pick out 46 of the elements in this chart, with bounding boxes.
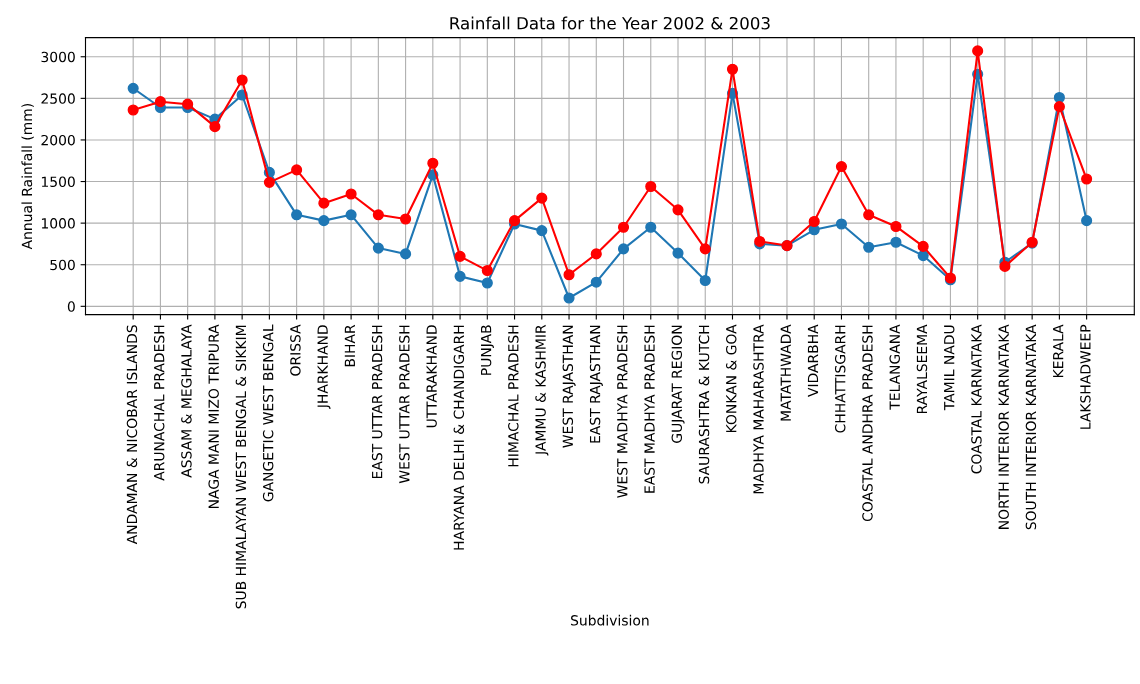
x-tick-label: SAURASHTRA & KUTCH: [698, 325, 710, 484]
y-tick-label: 3000: [41, 51, 75, 63]
x-tick-label: HIMACHAL PRADESH: [508, 325, 519, 467]
x-tick-label: ORISSA: [290, 324, 301, 376]
x-tick-label: ANDAMAN & NICOBAR ISLANDS: [126, 325, 138, 545]
y-tick-label: 2500: [41, 93, 75, 104]
x-tick-label: LAKSHADWEEP: [1080, 324, 1091, 429]
x-tick-label: KERALA: [1053, 324, 1064, 378]
x-tick-label: COASTAL ANDHRA PRADESH: [862, 325, 873, 522]
x-tick-label: EAST RAJASTHAN: [589, 325, 603, 443]
x-tick-label: VIDARBHA: [807, 324, 819, 397]
y-tick-label: 2000: [41, 134, 75, 146]
x-tick-label: PUNJAB: [481, 325, 494, 375]
x-tick-label: WEST UTTAR PRADESH: [399, 325, 410, 484]
x-tick-label: MATATHWADA: [780, 324, 791, 421]
x-tick-label: EAST MADHYA PRADESH: [644, 325, 655, 493]
x-tick-label: ASSAM & MEGHALAYA: [181, 324, 192, 478]
y-tick-label: 1500: [41, 176, 75, 188]
x-tick-label: NORTH INTERIOR KARNATAKA: [998, 324, 1009, 529]
x-tick-label: RAYALSEEMA: [916, 324, 928, 414]
x-tick-label: EAST UTTAR PRADESH: [371, 325, 383, 479]
x-tick-label: TAMIL NADU: [944, 325, 955, 411]
x-tick-label: CHHATTISGARH: [834, 325, 846, 433]
x-tick-label: JAMMU & KASHMIR: [535, 324, 549, 456]
x-tick-label: ARUNACHAL PRADESH: [153, 325, 165, 481]
y-tick-label: 500: [50, 259, 75, 271]
x-tick-label: NAGA MANI MIZO TRIPURA: [208, 324, 219, 509]
x-tick-label: JHARKHAND: [317, 325, 331, 409]
x-tick-label: GUJARAT REGION: [671, 325, 685, 443]
x-tick-label: MADHYA MAHARASHTRA: [753, 324, 764, 494]
x-axis-title: Subdivision: [571, 614, 649, 626]
x-tick-label: WEST MADHYA PRADESH: [617, 325, 628, 498]
x-tick-label: BIHAR: [344, 324, 355, 367]
chart-title: Rainfall Data for the Year 2002 & 2003: [450, 16, 770, 30]
x-tick-label: SUB HIMALAYAN WEST BENGAL & SIKKIM: [235, 325, 247, 609]
x-tick-label: UTTARAKHAND: [426, 325, 437, 428]
x-tick-label: COASTAL KARNATAKA: [971, 324, 982, 474]
x-tick-label: TELANGANA: [889, 324, 900, 410]
x-tick-label: KONKAN & GOA: [726, 324, 737, 433]
y-axis-title: Annual Rainfall (mm): [21, 104, 34, 250]
x-tick-label: SOUTH INTERIOR KARNATAKA: [1025, 324, 1037, 530]
y-tick-label: 1000: [41, 218, 75, 229]
x-tick-label: HARYANA DELHI & CHANDIGARH: [453, 325, 465, 550]
x-tick-label: GANGETIC WEST BENGAL: [262, 324, 274, 502]
y-tick-label: 0: [67, 301, 75, 312]
x-tick-label: WEST RAJASTHAN: [562, 325, 576, 448]
